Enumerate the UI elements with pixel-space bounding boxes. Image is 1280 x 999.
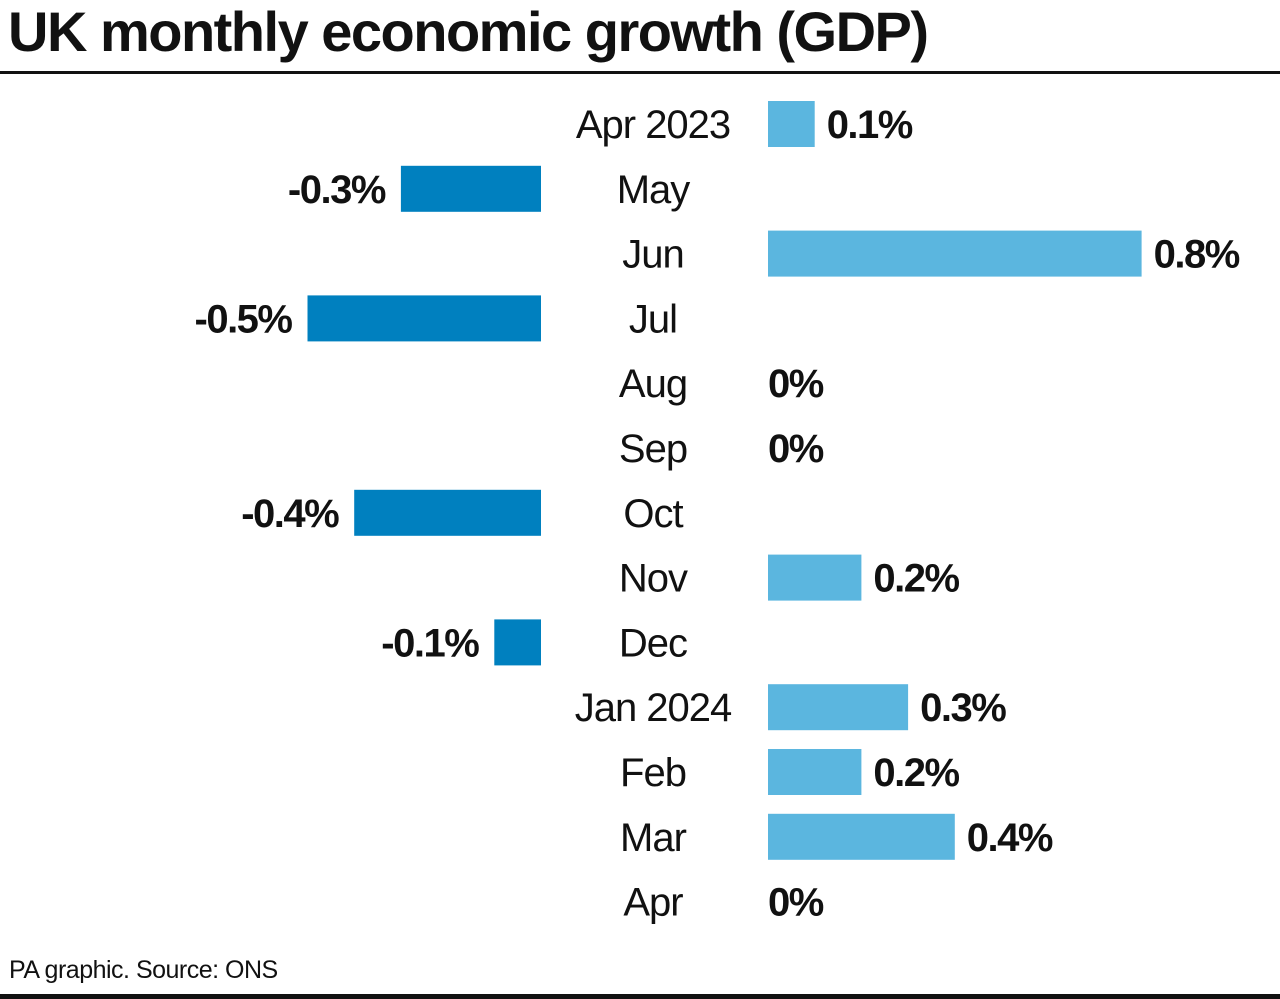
value-label: 0.1% [827, 103, 913, 147]
value-label: -0.3% [288, 168, 386, 212]
value-label: 0.8% [1154, 233, 1240, 277]
value-label: 0.2% [873, 557, 959, 601]
value-label: 0.4% [967, 816, 1053, 860]
bar-positive [768, 813, 955, 860]
value-label: -0.5% [195, 297, 293, 341]
category-label: Feb [620, 751, 686, 795]
category-label: Mar [620, 816, 687, 860]
category-label: Nov [619, 557, 688, 601]
bar-negative [354, 489, 541, 536]
category-label: Jun [622, 233, 684, 277]
source-note: PA graphic. Source: ONS [9, 956, 278, 984]
category-label: Jul [629, 297, 677, 341]
value-label: 0% [768, 427, 824, 471]
category-label: Apr [623, 881, 683, 925]
bar-negative [400, 165, 541, 212]
value-label: 0.2% [873, 751, 959, 795]
category-label: Jan 2024 [575, 686, 732, 730]
value-label: -0.4% [241, 492, 339, 536]
bar-positive [768, 749, 862, 795]
bottom-rule [0, 994, 1280, 999]
category-label: Sep [619, 427, 687, 471]
value-label: 0% [768, 362, 824, 406]
category-label: Dec [619, 621, 687, 665]
bar-positive [768, 101, 815, 147]
bar-positive [768, 554, 862, 601]
chart-title: UK monthly economic growth (GDP) [8, 0, 929, 63]
category-label: Oct [623, 492, 683, 536]
category-label: Aug [619, 362, 687, 406]
title-rule [0, 71, 1280, 74]
bar-positive [768, 230, 1142, 277]
bar-positive [768, 684, 909, 731]
value-label: -0.1% [381, 621, 479, 665]
value-label: 0% [768, 881, 824, 925]
bar-negative [494, 619, 541, 666]
bar-negative [307, 295, 541, 342]
category-label: May [617, 168, 691, 212]
category-label: Apr 2023 [576, 103, 730, 147]
value-label: 0.3% [920, 686, 1006, 730]
